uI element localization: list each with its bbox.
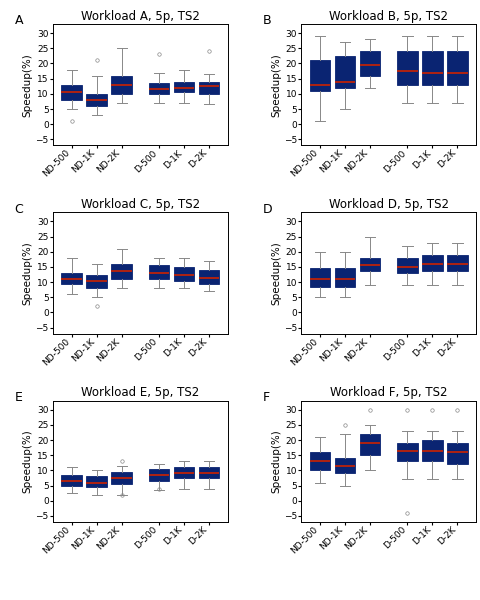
Title: Workload E, 5p, TS2: Workload E, 5p, TS2 [81,386,199,400]
Text: B: B [262,14,271,27]
Y-axis label: Speedup(%): Speedup(%) [271,241,280,305]
Title: Workload B, 5p, TS2: Workload B, 5p, TS2 [328,10,447,23]
PathPatch shape [61,273,82,284]
PathPatch shape [111,472,132,484]
Text: E: E [14,391,22,404]
Title: Workload F, 5p, TS2: Workload F, 5p, TS2 [329,386,446,400]
PathPatch shape [446,255,467,271]
PathPatch shape [86,94,107,106]
PathPatch shape [199,82,219,94]
PathPatch shape [86,476,107,487]
PathPatch shape [421,52,442,85]
Y-axis label: Speedup(%): Speedup(%) [23,430,33,493]
Y-axis label: Speedup(%): Speedup(%) [23,53,33,116]
PathPatch shape [334,268,354,287]
Text: D: D [262,203,272,215]
PathPatch shape [174,82,194,92]
PathPatch shape [396,258,417,273]
Title: Workload D, 5p, TS2: Workload D, 5p, TS2 [328,198,448,211]
Y-axis label: Speedup(%): Speedup(%) [271,430,280,493]
PathPatch shape [359,434,379,455]
PathPatch shape [61,85,82,100]
Y-axis label: Speedup(%): Speedup(%) [271,53,280,116]
PathPatch shape [111,264,132,279]
PathPatch shape [309,61,329,91]
PathPatch shape [149,83,169,94]
Text: C: C [14,203,23,215]
Title: Workload C, 5p, TS2: Workload C, 5p, TS2 [81,198,200,211]
PathPatch shape [199,270,219,284]
PathPatch shape [61,475,82,485]
PathPatch shape [174,267,194,281]
PathPatch shape [334,458,354,473]
PathPatch shape [359,52,379,76]
PathPatch shape [446,443,467,464]
PathPatch shape [111,76,132,94]
PathPatch shape [359,258,379,271]
PathPatch shape [86,275,107,288]
PathPatch shape [149,265,169,279]
Text: F: F [262,391,269,404]
PathPatch shape [149,469,169,481]
Y-axis label: Speedup(%): Speedup(%) [23,241,33,305]
PathPatch shape [309,268,329,287]
PathPatch shape [446,52,467,85]
PathPatch shape [396,52,417,85]
PathPatch shape [421,440,442,461]
PathPatch shape [334,56,354,88]
PathPatch shape [396,443,417,461]
PathPatch shape [309,452,329,470]
PathPatch shape [199,467,219,478]
Title: Workload A, 5p, TS2: Workload A, 5p, TS2 [81,10,199,23]
PathPatch shape [421,255,442,271]
PathPatch shape [174,467,194,478]
Text: A: A [14,14,23,27]
